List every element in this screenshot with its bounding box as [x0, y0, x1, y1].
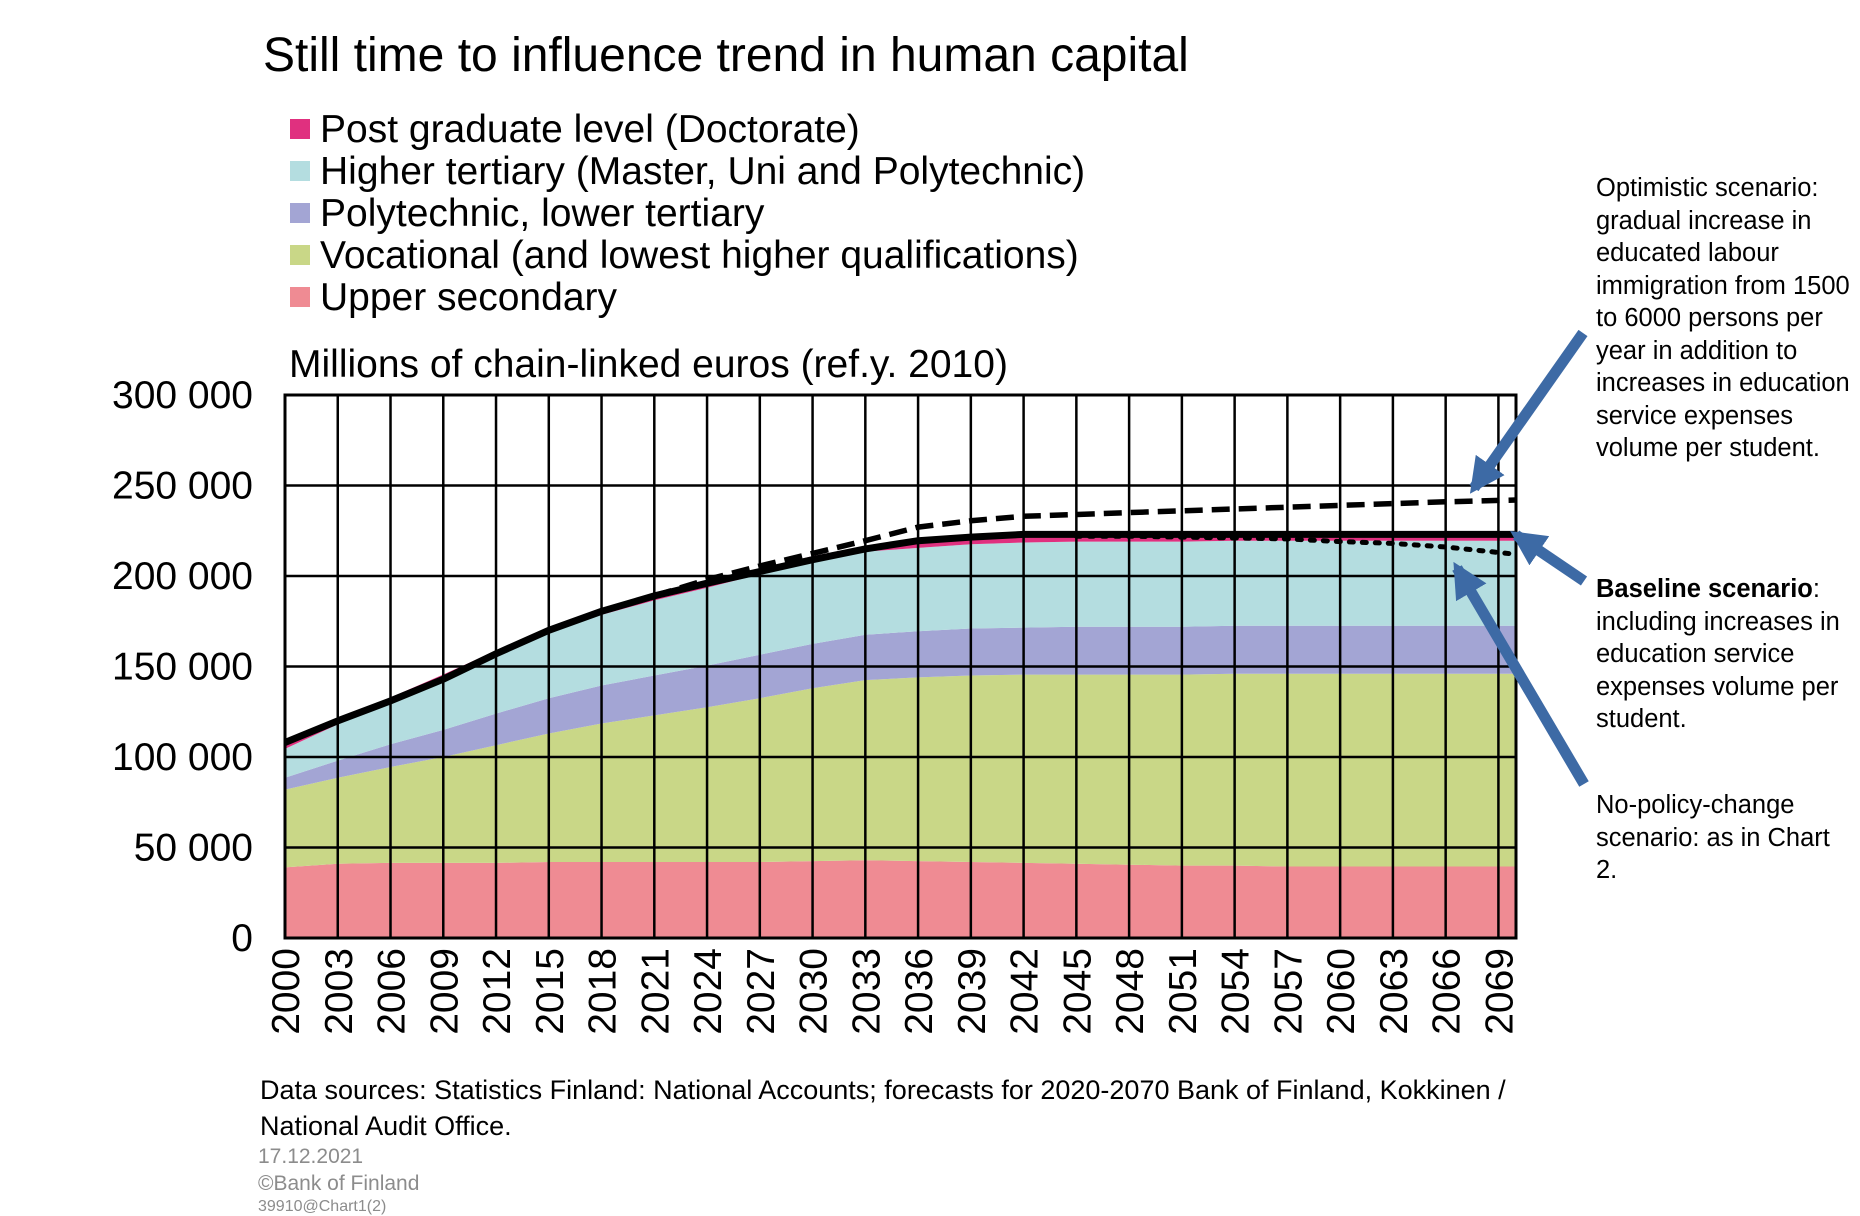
- legend-item-higher-tertiary: Higher tertiary (Master, Uni and Polytec…: [290, 150, 1085, 194]
- optimistic-note: Optimistic scenario: gradual increase in…: [1596, 174, 1850, 462]
- baseline-note-rest: : including increases in education servi…: [1596, 575, 1840, 733]
- x-tick-label: 2033: [845, 948, 888, 1035]
- x-tick-label: 2024: [687, 948, 730, 1035]
- y-tick-label: 200 000: [112, 555, 253, 598]
- publication-date: 17.12.2021: [258, 1145, 364, 1168]
- baseline-scenario-line: [283, 530, 1516, 746]
- x-tick-label: 2066: [1426, 948, 1469, 1035]
- area-vocational-and-lowest-higher-qualifications: [285, 673, 1516, 868]
- legend-item-upper-secondary: Upper secondary: [290, 276, 617, 320]
- x-tick-label: 2063: [1373, 948, 1416, 1035]
- legend-label-polytechnic: Polytechnic, lower tertiary: [320, 192, 765, 235]
- y-tick-labels: 0 50 000 100 000 150 000 200 000 250 000 300 0…: [112, 374, 253, 960]
- baseline-note-bold: Baseline scenario: [1596, 575, 1813, 603]
- area-layers: [285, 535, 1516, 938]
- chart-code: 39910@Chart1(2): [258, 1198, 387, 1215]
- y-axis-unit-label: Millions of chain-linked euros (ref.y. 2…: [289, 343, 1008, 386]
- legend-item-doctorate: Post graduate level (Doctorate): [290, 108, 860, 152]
- y-tick-label: 0: [231, 917, 253, 960]
- legend-label-vocational: Vocational (and lowest higher qualificat…: [320, 234, 1079, 277]
- scenario-lines: [283, 497, 1519, 746]
- chart-title: Still time to influence trend in human c…: [263, 29, 1189, 82]
- gridlines: [283, 393, 1518, 940]
- x-tick-label: 2048: [1109, 948, 1152, 1035]
- nopolicy-note: No-policy-change scenario: as in Chart 2…: [1596, 791, 1830, 884]
- legend-label-upper-secondary: Upper secondary: [320, 276, 617, 319]
- x-tick-label: 2018: [582, 948, 625, 1035]
- x-tick-label: 2027: [740, 948, 783, 1035]
- annotation-arrows: [1452, 329, 1589, 787]
- optimistic-scenario-line: [653, 497, 1517, 599]
- optimistic-arrow: [1469, 329, 1588, 494]
- nopolicy-arrow: [1452, 561, 1589, 787]
- y-tick-label: 50 000: [134, 827, 253, 870]
- x-tick-label: 2060: [1320, 948, 1363, 1035]
- legend-swatch-higher-tertiary: [290, 161, 310, 181]
- x-tick-label: 2030: [793, 948, 836, 1035]
- data-source: Data sources: Statistics Finland: Nation…: [260, 1075, 1506, 1141]
- legend-item-polytechnic: Polytechnic, lower tertiary: [290, 192, 764, 236]
- area-higher-tertiary-master-uni-and-polytechnic: [285, 540, 1516, 778]
- legend-swatch-doctorate: [290, 119, 310, 139]
- legend-swatch-vocational: [290, 245, 310, 265]
- legend-label-doctorate: Post graduate level (Doctorate): [320, 108, 860, 151]
- no-policy-change-scenario-line: [1073, 533, 1519, 557]
- x-tick-label: 2042: [1004, 948, 1047, 1035]
- legend-label-higher-tertiary: Higher tertiary (Master, Uni and Polytec…: [320, 150, 1086, 193]
- copyright: ©Bank of Finland: [258, 1172, 420, 1195]
- baseline-arrow: [1510, 530, 1588, 586]
- legend-swatch-polytechnic: [290, 203, 310, 223]
- y-tick-label: 250 000: [112, 465, 253, 508]
- x-tick-label: 2006: [371, 948, 414, 1035]
- x-tick-label: 2036: [898, 948, 941, 1035]
- legend-item-vocational: Vocational (and lowest higher qualificat…: [290, 234, 1079, 278]
- legend-swatch-upper-secondary: [290, 287, 310, 307]
- x-tick-label: 2012: [476, 948, 519, 1035]
- x-tick-label: 2000: [265, 948, 308, 1035]
- baseline-note: Baseline scenario: including increases i…: [1596, 573, 1858, 736]
- y-tick-label: 300 000: [112, 374, 253, 417]
- x-tick-label: 2009: [423, 948, 466, 1035]
- x-tick-label: 2069: [1478, 948, 1521, 1035]
- x-tick-label: 2021: [634, 948, 677, 1035]
- y-tick-label: 150 000: [112, 646, 253, 689]
- x-tick-label: 2039: [951, 948, 994, 1035]
- area-upper-secondary: [285, 860, 1516, 938]
- x-tick-label: 2057: [1267, 948, 1310, 1035]
- x-tick-label: 2045: [1056, 948, 1099, 1035]
- y-tick-label: 100 000: [112, 736, 253, 779]
- x-tick-label: 2003: [318, 948, 361, 1035]
- x-tick-label: 2051: [1162, 948, 1205, 1035]
- x-tick-label: 2015: [529, 948, 572, 1035]
- x-tick-label: 2054: [1215, 948, 1258, 1035]
- x-tick-labels: 2000 2003 2006 2009 2012 2015 2018 2021 2024 2027…: [265, 948, 1521, 1035]
